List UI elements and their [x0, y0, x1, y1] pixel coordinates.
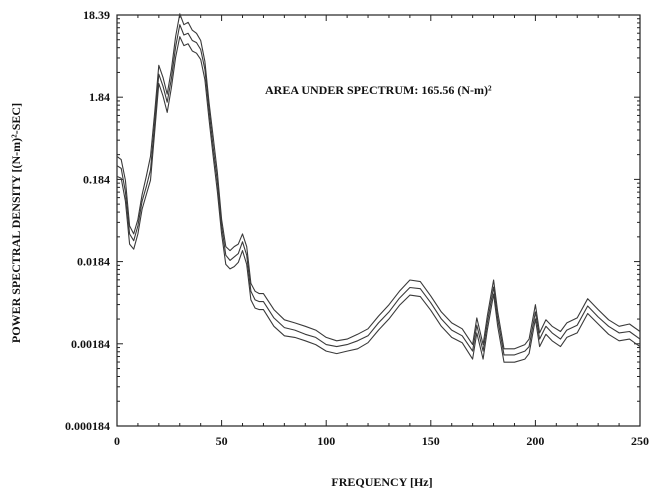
- x-tick-label: 250: [631, 434, 649, 448]
- y-tick-label: 0.000184: [65, 419, 110, 433]
- x-axis: 0 50 100 150 200 250: [114, 15, 649, 448]
- y-tick-label: 0.0184: [77, 255, 110, 269]
- y-axis-title: POWER SPECTRAL DENSITY [(N-m)²-SEC]: [9, 103, 23, 343]
- plot-frame: [116, 14, 641, 427]
- y-tick-label: 18.39: [83, 8, 110, 22]
- x-tick-label: 50: [216, 434, 228, 448]
- area-annotation: AREA UNDER SPECTRUM: 165.56 (N-m)²: [265, 83, 492, 97]
- y-tick-label: 1.84: [89, 90, 110, 104]
- psd-series-line-1: [116, 13, 641, 350]
- plot-border: [116, 14, 641, 427]
- psd-series-line-2: [116, 24, 641, 356]
- x-tick-label: 0: [114, 434, 120, 448]
- y-tick-label: 0.184: [83, 172, 110, 186]
- y-axis: 0.000184 0.00184 0.0184 0.184 1.84 18.39: [65, 8, 640, 433]
- x-tick-label: 200: [526, 434, 544, 448]
- y-tick-label: 0.00184: [71, 337, 110, 351]
- series-group: [116, 13, 641, 363]
- x-axis-title: FREQUENCY [Hz]: [331, 475, 432, 489]
- psd-series-line-3: [116, 36, 641, 363]
- x-tick-label: 150: [422, 434, 440, 448]
- x-tick-label: 100: [317, 434, 335, 448]
